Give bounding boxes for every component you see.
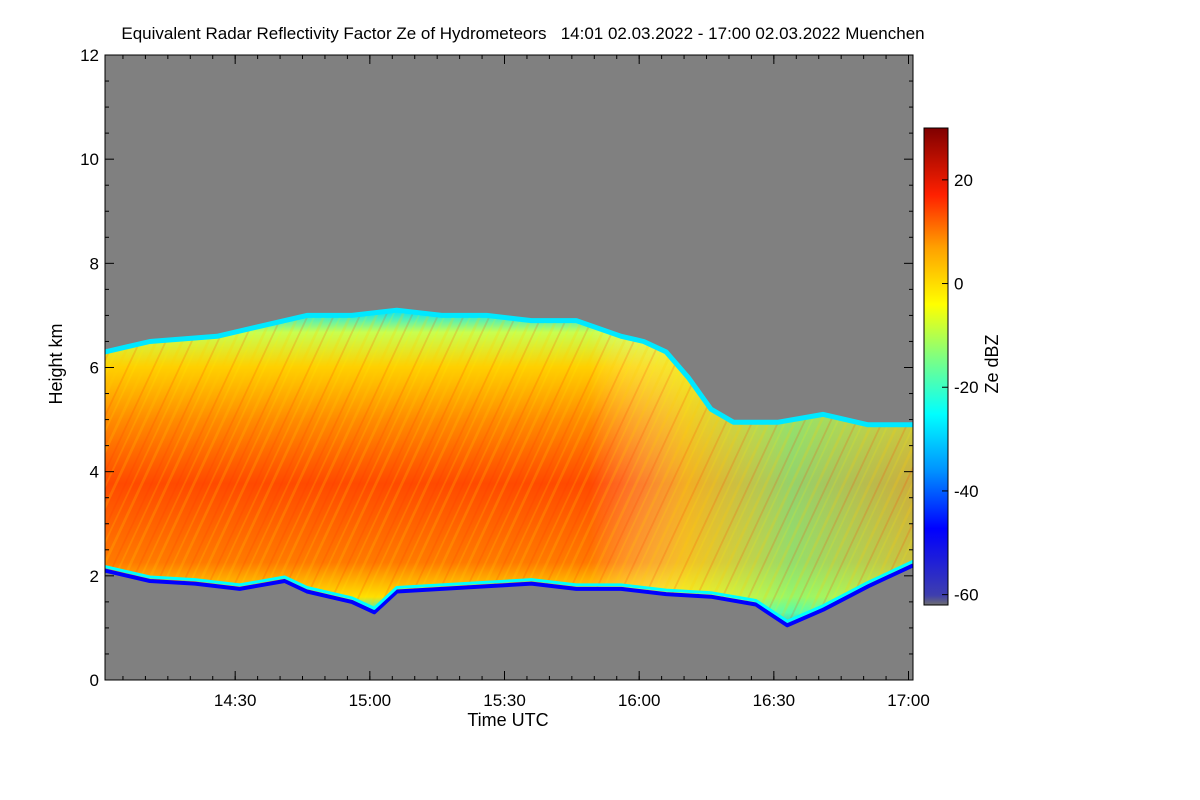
x-tick-label: 15:00	[349, 691, 392, 710]
colorbar-tick-label: 20	[954, 171, 973, 190]
colorbar-axis: 20 0 -20 -40 -60	[942, 171, 979, 605]
x-tick-label: 16:00	[618, 691, 661, 710]
reflectivity-field	[105, 307, 913, 628]
y-tick-label: 10	[80, 150, 99, 169]
colorbar	[923, 127, 949, 606]
y-tick-label: 12	[80, 46, 99, 65]
cloud-fall-streaks	[105, 310, 913, 626]
y-axis-label: Height km	[46, 323, 66, 404]
cloud-top-edge	[105, 307, 913, 428]
x-tick-label: 17:00	[887, 691, 930, 710]
cloud-base-inner-edge	[105, 560, 913, 623]
x-axis: 14:30 15:00 15:30 16:00 16:30 17:00	[122, 55, 930, 710]
x-tick-label: 16:30	[753, 691, 796, 710]
y-axis: 0 2 4 6 8 10 12	[80, 46, 913, 690]
cloud-base-edge	[105, 563, 913, 628]
y-tick-label: 0	[90, 671, 99, 690]
colorbar-tick-label: -40	[954, 482, 979, 501]
x-tick-label: 15:30	[483, 691, 526, 710]
y-tick-label: 2	[90, 567, 99, 586]
colorbar-tick-label: -60	[954, 586, 979, 605]
colorbar-label: Ze dBZ	[982, 334, 1002, 393]
colorbar-tick-label: -20	[954, 378, 979, 397]
x-axis-label: Time UTC	[467, 710, 548, 730]
colorbar-tick-label: 0	[954, 275, 963, 294]
y-tick-label: 6	[90, 359, 99, 378]
chart-title: Equivalent Radar Reflectivity Factor Ze …	[121, 24, 924, 43]
y-tick-label: 4	[90, 463, 99, 482]
x-tick-label: 14:30	[214, 691, 257, 710]
y-tick-label: 8	[90, 254, 99, 273]
